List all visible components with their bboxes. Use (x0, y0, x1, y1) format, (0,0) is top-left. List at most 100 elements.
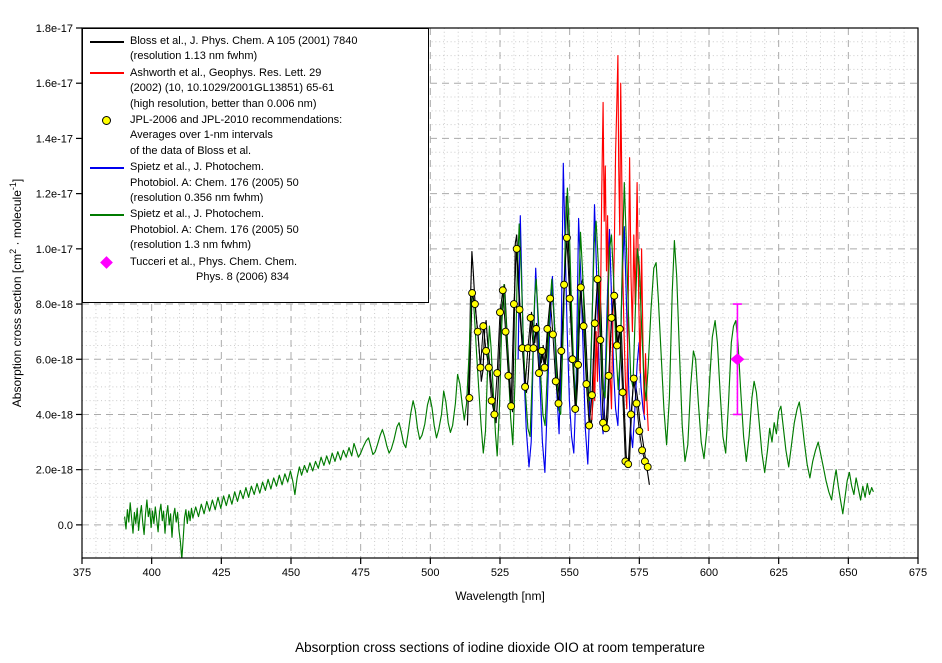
legend-label-line: (resolution 1.3 nm fwhm) (130, 239, 252, 252)
x-tick-label: 650 (839, 567, 857, 579)
legend-entry-bloss: Bloss et al., J. Phys. Chem. A 105 (2001… (83, 34, 428, 65)
figure-caption: Absorption cross sections of iodine diox… (295, 640, 705, 655)
series-bloss-line (466, 195, 650, 485)
legend-label-line: Bloss et al., J. Phys. Chem. A 105 (2001… (130, 35, 358, 47)
legend-label-spietz_hires: Spietz et al., J. Photochem. Photobiol. A… (130, 160, 428, 206)
jpl-average-marker (596, 335, 605, 344)
jpl-average-marker (479, 322, 488, 331)
jpl-average-marker (635, 427, 644, 435)
jpl-average-marker (501, 327, 510, 336)
legend-label-bloss: Bloss et al., J. Phys. Chem. A 105 (2001… (130, 34, 428, 65)
jpl-average-marker (610, 291, 619, 300)
x-axis-label: Wavelength [nm] (455, 589, 545, 603)
jpl-average-marker (629, 374, 638, 383)
jpl-average-marker (582, 380, 591, 389)
jpl-average-marker (465, 393, 474, 402)
jpl-average-marker (585, 421, 594, 430)
jpl-average-marker (473, 327, 482, 336)
jpl-average-marker (490, 410, 499, 419)
y-tick-label: 0.0 (58, 520, 73, 532)
jpl-average-marker (590, 319, 599, 328)
jpl-average-marker (476, 363, 485, 372)
jpl-average-marker (618, 388, 627, 397)
jpl-average-marker (540, 363, 549, 372)
jpl-average-marker (601, 424, 610, 433)
jpl-average-marker (498, 286, 507, 295)
y-axis-label-pre: Absorption cross section [cm (10, 253, 24, 408)
jpl-average-marker (532, 324, 541, 333)
diamond-marker-icon (100, 255, 113, 269)
jpl-average-marker (493, 369, 502, 378)
y-tick-label: 1.8e-17 (36, 23, 73, 35)
legend-box: Bloss et al., J. Phys. Chem. A 105 (2001… (82, 28, 429, 303)
jpl-average-marker (568, 355, 577, 364)
jpl-average-marker (521, 382, 530, 391)
series-ashworth-line (591, 55, 649, 432)
legend-entry-jpl: JPL-2006 and JPL-2010 recommendations: Av… (83, 113, 428, 159)
legend-label-tucceri: Tucceri et al., Phys. Chem. Chem. Phys. 8… (130, 255, 428, 286)
legend-entry-ashworth: Ashworth et al., Geophys. Res. Lett. 29 (… (83, 66, 428, 112)
jpl-average-marker (484, 363, 493, 372)
jpl-average-marker (529, 344, 538, 353)
spectra-chart: 375 400 425 450 475 500 525 550 575 600 625 650 675 0… (36, 23, 927, 603)
y-tick-label: 1.4e-17 (36, 133, 73, 145)
y-tick-label: 4.0e-18 (36, 409, 73, 421)
jpl-average-marker (526, 313, 535, 322)
x-tick-label: 575 (630, 567, 648, 579)
jpl-average-marker (537, 347, 546, 355)
y-tick-label: 2.0e-18 (36, 465, 73, 477)
jpl-average-marker (643, 462, 652, 471)
legend-line-sample-spietz_hires (83, 160, 130, 175)
legend-line-sample-icon (89, 166, 124, 169)
series-spietz_lowres-line (124, 182, 874, 558)
legend-label-line: Tucceri et al., Phys. Chem. Chem. (130, 255, 298, 268)
legend-label-line: Phys. 8 (2006) 834 (196, 271, 289, 284)
jpl-average-marker (543, 324, 552, 333)
axes-ticks: 375 400 425 450 475 500 525 550 575 600 625 650 675 0… (36, 23, 927, 579)
x-tick-label: 625 (769, 567, 787, 579)
legend-label-line: JPL-2006 and JPL-2010 recommendations: (130, 114, 343, 127)
y-axis-label-sup2: 2 (8, 248, 18, 254)
jpl-average-marker (560, 280, 569, 289)
y-tick-label: 1.2e-17 (36, 189, 73, 201)
jpl-average-marker (548, 330, 557, 339)
jpl-average-marker (613, 341, 621, 350)
legend-label-line: Photobiol. A: Chem. 176 (2005) 50 (130, 223, 299, 236)
jpl-average-marker (576, 283, 585, 292)
jpl-average-marker (551, 377, 560, 386)
y-tick-label: 1.6e-17 (36, 78, 73, 90)
jpl-average-marker (468, 289, 477, 297)
series-spietz_hires-line (517, 162, 646, 473)
jpl-average-marker (557, 347, 566, 355)
legend-label-jpl: JPL-2006 and JPL-2010 recommendations: Av… (130, 113, 428, 159)
legend-entry-spietz_lowres: Spietz et al., J. Photochem. Photobiol. A… (83, 207, 428, 253)
legend-entry-tucceri: Tucceri et al., Phys. Chem. Chem. Phys. 8… (83, 255, 428, 286)
jpl-average-marker (535, 369, 543, 378)
x-tick-label: 675 (909, 567, 927, 579)
legend-line-sample-spietz_lowres (83, 207, 130, 222)
jpl-average-marker (512, 244, 521, 253)
legend-label-line: (high resolution, better than 0.006 nm) (130, 97, 317, 110)
jpl-average-marker (487, 396, 496, 405)
y-axis-label-mid: · molecule (10, 190, 24, 249)
x-tick-label: 550 (560, 567, 578, 579)
y-axis-label-supm1: -1 (8, 182, 18, 191)
legend-label-spietz_lowres: Spietz et al., J. Photochem. Photobiol. A… (130, 207, 428, 253)
legend-line-sample-bloss (83, 34, 130, 49)
x-tick-label: 500 (421, 567, 439, 579)
jpl-average-marker (562, 233, 571, 242)
jpl-average-marker (565, 294, 574, 303)
legend-label-line: Ashworth et al., Geophys. Res. Lett. 29 (130, 66, 322, 79)
legend-label-line: Averages over 1-nm intervals (130, 129, 273, 142)
legend-entry-spietz_hires: Spietz et al., J. Photochem. Photobiol. A… (83, 160, 428, 206)
x-tick-label: 400 (142, 567, 160, 579)
jpl-average-marker (482, 347, 491, 355)
grid-major (82, 28, 918, 558)
legend-line-sample-ashworth (83, 66, 130, 81)
tucceri-diamond-marker (730, 353, 745, 366)
jpl-average-marker (627, 410, 635, 419)
legend-line-sample-icon (89, 40, 124, 43)
legend-line-sample-icon (89, 213, 124, 216)
y-axis-label-post: ] (10, 178, 24, 183)
